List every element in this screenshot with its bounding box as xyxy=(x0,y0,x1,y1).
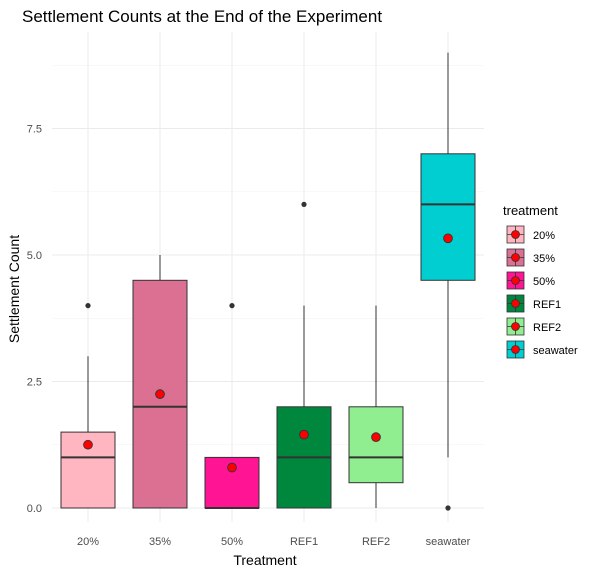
mean-point xyxy=(227,462,237,473)
x-tick-label: REF2 xyxy=(362,536,390,548)
x-tick-label: REF1 xyxy=(290,536,318,548)
y-tick-label: 2.5 xyxy=(27,377,42,389)
box-REF2 xyxy=(348,305,404,508)
outlier-point xyxy=(85,303,91,309)
mean-point xyxy=(299,429,309,440)
legend-item-20%: 20% xyxy=(506,225,555,244)
mean-point xyxy=(371,432,381,443)
x-axis-title: Treatment xyxy=(233,552,296,568)
outlier-point xyxy=(229,303,235,309)
legend-label: 35% xyxy=(533,253,555,265)
legend-key-mean xyxy=(511,345,520,354)
legend: treatment 20% 35% 50% REF1 REF2 seawater xyxy=(503,203,578,359)
box-REF1 xyxy=(276,201,332,509)
y-tick-label: 7.5 xyxy=(27,124,42,136)
box-body xyxy=(348,406,404,484)
chart-title: Settlement Counts at the End of the Expe… xyxy=(22,7,382,26)
box-seawater xyxy=(420,52,476,511)
legend-title: treatment xyxy=(503,203,558,218)
mean-point xyxy=(155,389,165,400)
plot-area: 0.0 2.5 5.0 7.5 20% 35% 50% REF1 REF2 seawater xyxy=(27,32,484,548)
legend-item-REF1: REF1 xyxy=(506,294,561,313)
x-tick-label: 35% xyxy=(149,536,171,548)
y-tick-label: 0.0 xyxy=(27,503,42,515)
mean-point xyxy=(83,439,93,450)
x-tick-label: 50% xyxy=(221,536,243,548)
legend-label: REF1 xyxy=(533,299,561,311)
legend-key-mean xyxy=(511,253,520,262)
legend-label: 50% xyxy=(533,276,555,288)
legend-label: 20% xyxy=(533,230,555,242)
y-axis-title: Settlement Count xyxy=(6,235,22,343)
box-20% xyxy=(60,303,116,509)
legend-key-mean xyxy=(511,230,520,239)
mean-point xyxy=(443,233,453,244)
box-35% xyxy=(132,255,188,509)
legend-item-seawater: seawater xyxy=(506,340,578,359)
legend-item-35%: 35% xyxy=(506,248,555,267)
box-50% xyxy=(204,303,260,509)
legend-key-mean xyxy=(511,322,520,331)
outlier-point xyxy=(301,201,307,207)
legend-key-mean xyxy=(511,276,520,285)
x-tick-label: seawater xyxy=(426,536,471,548)
legend-label: seawater xyxy=(533,345,578,357)
y-tick-label: 5.0 xyxy=(27,250,42,262)
legend-item-REF2: REF2 xyxy=(506,317,561,336)
legend-item-50%: 50% xyxy=(506,271,555,290)
box-body xyxy=(420,153,476,281)
legend-label: REF2 xyxy=(533,322,561,334)
x-tick-label: 20% xyxy=(77,536,99,548)
legend-key-mean xyxy=(511,299,520,308)
outlier-point xyxy=(445,505,451,511)
